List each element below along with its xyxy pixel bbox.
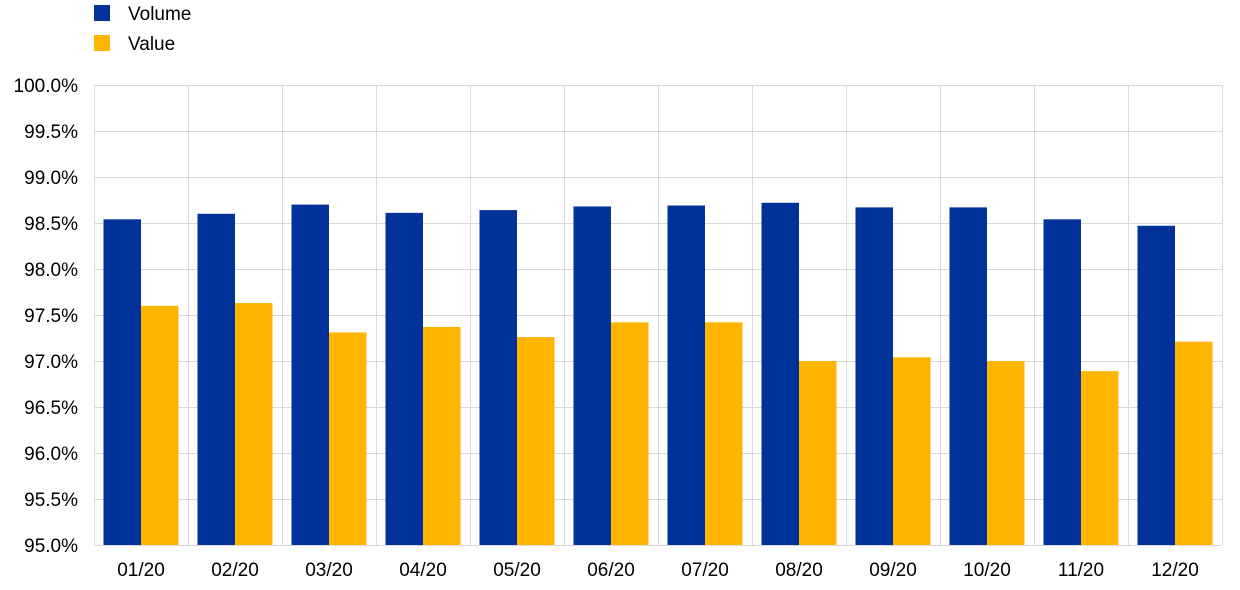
x-axis-ticks: 01/20 02/20 03/20 04/20 05/20 06/20 07/20 08/20… [117,560,1199,581]
bar-value-02-20 [235,303,273,545]
x-tick-label: 06/20 [587,560,635,581]
bar-value-05-20 [517,337,555,545]
bar-volume-11-20 [1043,219,1081,545]
bar-value-07-20 [705,322,743,545]
legend: Volume Value [94,4,191,55]
bar-value-06-20 [611,322,649,545]
bar-volume-05-20 [479,210,517,545]
bar-volume-02-20 [197,213,235,546]
gridlines [94,85,1223,546]
y-axis-ticks: 95.0% 95.5% 96.0% 96.5% 97.0% 97.5% 98.0% 98.5%… [14,76,79,557]
y-tick-label: 96.0% [24,444,78,465]
bar-value-12-20 [1175,341,1213,545]
bar-volume-01-20 [103,219,141,545]
y-tick-label: 99.5% [24,122,78,143]
bar-volume-06-20 [573,206,611,545]
bar-value-09-20 [893,357,931,545]
legend-label-volume: Volume [128,4,191,25]
y-tick-label: 98.5% [24,214,78,235]
bar-volume-12-20 [1137,225,1175,545]
x-tick-label: 11/20 [1058,560,1104,581]
x-tick-label: 07/20 [681,560,729,581]
y-tick-label: 99.0% [24,168,78,189]
y-tick-label: 96.5% [24,398,78,419]
x-tick-label: 02/20 [211,560,259,581]
y-tick-label: 98.0% [24,260,78,281]
bar-value-11-20 [1081,371,1119,545]
y-tick-label: 97.0% [24,352,78,373]
legend-swatch-value [94,35,110,51]
x-tick-label: 05/20 [493,560,541,581]
y-tick-label: 100.0% [14,76,79,97]
x-tick-label: 09/20 [869,560,917,581]
bar-volume-08-20 [761,202,799,545]
y-tick-label: 97.5% [24,306,78,327]
bar-volume-03-20 [291,204,329,545]
x-tick-label: 12/20 [1151,560,1199,581]
x-tick-label: 10/20 [963,560,1011,581]
bar-value-03-20 [329,332,367,545]
bar-volume-09-20 [855,207,893,546]
bar-value-04-20 [423,326,461,545]
legend-label-value: Value [128,34,175,55]
x-tick-label: 01/20 [117,560,165,581]
legend-swatch-volume [94,5,110,21]
x-tick-label: 03/20 [305,560,353,581]
bar-value-10-20 [987,361,1025,545]
bars [103,202,1213,546]
x-tick-label: 04/20 [399,560,447,581]
bar-value-08-20 [799,361,837,545]
x-tick-label: 08/20 [775,560,823,581]
bar-volume-07-20 [667,205,705,545]
bar-value-01-20 [141,305,179,545]
bar-volume-10-20 [949,207,987,546]
y-tick-label: 95.0% [24,536,78,557]
bar-volume-04-20 [385,212,423,545]
y-tick-label: 95.5% [24,490,78,511]
